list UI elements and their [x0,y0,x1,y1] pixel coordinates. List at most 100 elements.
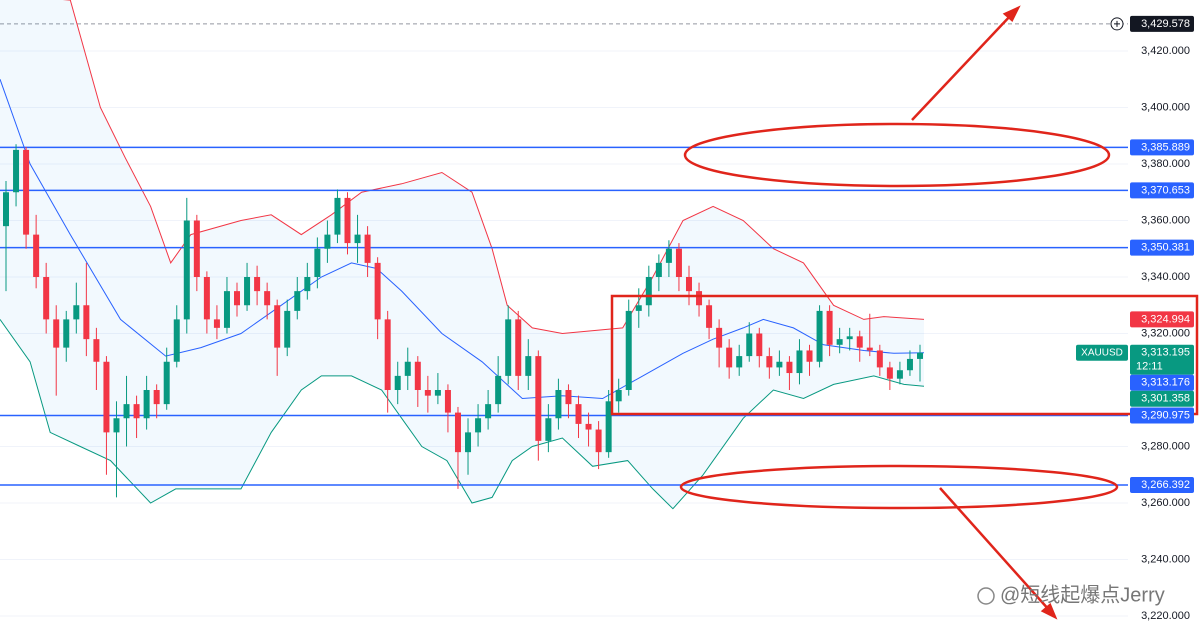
candle-body [786,361,793,374]
candle-body [806,350,813,362]
candle-body [324,234,331,249]
candle-body [284,310,291,348]
candle-body [696,291,703,306]
candle-body [756,333,763,357]
price-label-box [1130,239,1194,256]
y-tick-label: 3,240.000 [1141,553,1190,565]
candle-body [424,390,431,396]
candle-body [706,305,713,328]
candle-body [173,319,180,362]
candle-body [495,375,502,405]
candle-body [314,248,321,277]
candle-body [896,370,903,379]
candle-body [826,310,833,345]
annotation-ellipse [679,464,1119,510]
candle-body [384,319,391,391]
candle-body [163,361,170,405]
candle-body [434,390,441,396]
candle-body [244,276,251,306]
candle-body [766,356,773,368]
candle-body [304,276,311,292]
price-label: 3,385.889 [1141,141,1190,153]
candle-body [374,262,381,320]
candle-body [876,350,883,368]
price-label: 3,301.358 [1141,393,1190,405]
annotation-arrow [911,13,1013,121]
candle-body [3,192,9,227]
candle-body [866,347,873,351]
candle-body [465,432,472,453]
candle-body [856,336,863,348]
watermark-text: @短线起爆点Jerry [1000,583,1165,606]
candle-body [73,305,80,320]
plot-area [0,0,1128,510]
candle-body [264,291,271,306]
price-label: 3,324.994 [1141,313,1190,325]
price-label-box [1130,311,1194,328]
candle-body [274,305,281,348]
candle-body [625,310,632,391]
candle-body [726,347,733,368]
price-label-box [1130,476,1194,493]
arrow-head [1002,5,1021,22]
candle-body [183,220,190,320]
arrow-head [1040,602,1058,620]
candle-body [454,412,461,453]
candle-body [113,418,120,433]
y-tick-label: 3,360.000 [1141,214,1190,226]
candle-body [404,361,411,376]
candle-body [354,234,361,244]
candle-body [505,319,512,376]
candle-body [193,220,200,277]
candle-body [334,197,341,235]
candle-body [63,319,70,348]
candle-body [93,339,100,362]
candle-body [103,361,110,433]
price-label-box [1130,182,1194,199]
candle-body [13,149,20,193]
candle-body [485,404,492,419]
candle-body [746,333,753,357]
price-label: 3,266.392 [1141,479,1190,491]
candle-body [595,429,602,453]
annotation-box [610,294,1199,416]
band-fill [0,0,924,509]
price-label: 3,313.176 [1141,377,1190,389]
high-marker-box [1130,15,1194,32]
watermark-logo [977,587,995,605]
candle-body [535,356,542,441]
candle-body [203,276,210,320]
candle-body [294,291,301,311]
candle-body [605,401,612,453]
price-label-box [1130,374,1194,391]
candle-body [565,390,572,405]
high-marker-label: 3,429.578 [1141,18,1190,30]
add-alert-plus [1114,20,1120,27]
candle-body [43,276,50,320]
symbol-box [1076,344,1128,361]
y-tick-label: 3,220.000 [1141,610,1190,622]
candle-body [143,390,150,419]
candle-body [223,291,230,328]
candle-body [153,390,160,405]
candle-body [736,356,743,368]
price-label: 3,290.975 [1141,409,1190,421]
candle-body [53,319,60,348]
y-tick-label: 3,420.000 [1141,45,1190,57]
annotation-arrow [939,487,1051,612]
candle-body [635,305,642,311]
symbol-label: XAUUSD [1081,347,1123,358]
price-label: 3,350.381 [1141,242,1190,254]
price-label-box [1130,344,1194,375]
y-tick-label: 3,320.000 [1141,327,1190,339]
candle-body [645,276,652,306]
candle-body [33,234,40,277]
price-labels: 3,385.889 3,370.653 3,350.381 3,324.994 3,31… [1076,15,1194,493]
candle-body [846,336,853,340]
candle-body [254,276,261,292]
candle-body [344,197,351,244]
annotations [610,5,1199,620]
candle-body [545,418,552,441]
band-line [0,319,925,510]
